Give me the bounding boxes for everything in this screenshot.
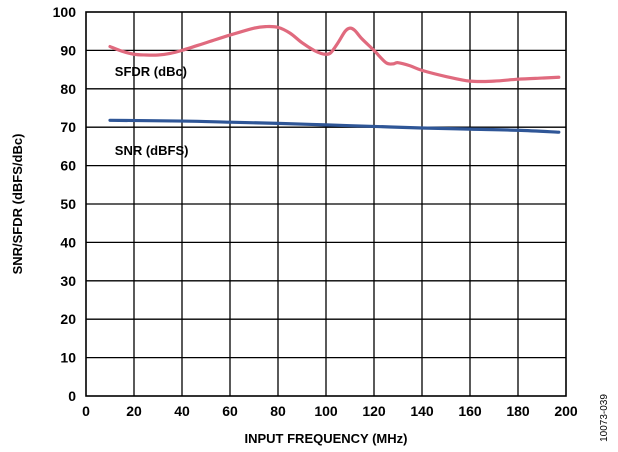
y-tick-label: 40 — [60, 234, 76, 250]
y-tick-label: 50 — [60, 196, 76, 212]
y-axis-title: SNR/SFDR (dBFS/dBc) — [10, 134, 25, 275]
sfdr-line — [108, 24, 561, 84]
x-tick-label: 40 — [174, 403, 190, 419]
figure-id: 10073-039 — [599, 394, 610, 442]
y-tick-label: 100 — [53, 4, 77, 20]
y-tick-label: 60 — [60, 158, 76, 174]
y-tick-label: 30 — [60, 273, 76, 289]
x-tick-label: 20 — [126, 403, 142, 419]
y-tick-labels: 0 10 20 30 40 50 60 70 80 90 100 — [53, 4, 77, 404]
y-tick-label: 0 — [68, 388, 76, 404]
x-tick-label: 60 — [222, 403, 238, 419]
snr-line — [108, 118, 561, 134]
series-label-sfdr: SFDR (dBc) — [115, 64, 187, 79]
y-tick-label: 70 — [60, 119, 76, 135]
x-tick-label: 100 — [314, 403, 338, 419]
x-tick-labels: 0 20 40 60 80 100 120 140 160 180 200 — [82, 403, 578, 419]
x-tick-label: 80 — [270, 403, 286, 419]
series-label-snr: SNR (dBFS) — [115, 143, 189, 158]
y-tick-label: 90 — [60, 42, 76, 58]
x-tick-label: 160 — [458, 403, 482, 419]
grid — [86, 12, 566, 396]
y-tick-label: 80 — [60, 81, 76, 97]
y-tick-label: 20 — [60, 311, 76, 327]
x-tick-label: 180 — [506, 403, 530, 419]
x-tick-label: 140 — [410, 403, 434, 419]
x-tick-label: 200 — [554, 403, 578, 419]
x-tick-label: 0 — [82, 403, 90, 419]
plot-frame — [85, 11, 567, 397]
y-tick-label: 10 — [60, 350, 76, 366]
series-lines — [108, 24, 561, 134]
x-axis-title: INPUT FREQUENCY (MHz) — [245, 431, 408, 446]
x-tick-label: 120 — [362, 403, 386, 419]
